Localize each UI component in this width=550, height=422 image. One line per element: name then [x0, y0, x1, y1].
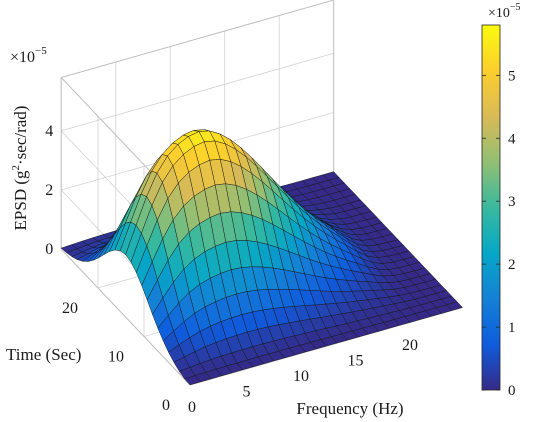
colorbar-tick-label: 0 — [508, 383, 516, 399]
z-axis-ticks: 0 2 4 — [45, 123, 53, 258]
z-axis-label: EPSD (g2·sec/rad) — [10, 106, 30, 231]
y-axis-label: Time (Sec) — [6, 345, 81, 364]
x-tick-label: 20 — [402, 337, 418, 354]
y-tick-label: 10 — [108, 349, 124, 366]
z-tick-label: 0 — [45, 241, 53, 258]
colorbar-tick-label: 2 — [508, 257, 516, 273]
colorbar-tick-label: 1 — [508, 320, 516, 336]
x-axis-ticks: 0 5 10 15 20 — [188, 337, 418, 416]
surface-patch — [184, 375, 201, 386]
colorbar-exponent: ×10−5 — [488, 2, 521, 21]
z-tick-label: 2 — [45, 182, 53, 199]
y-tick-label: 0 — [162, 397, 170, 414]
colorbar-tick-label: 4 — [508, 131, 516, 147]
y-axis-ticks: 0 10 20 — [62, 300, 170, 414]
colorbar-ticks: 0 1 2 3 4 5 — [482, 68, 516, 399]
z-axis-exponent: ×10−5 — [10, 45, 47, 66]
colorbar-gradient — [481, 24, 501, 391]
colorbar-tick-label: 3 — [508, 194, 516, 210]
z-tick-label: 4 — [45, 123, 53, 140]
surface-plot — [60, 129, 463, 386]
x-tick-label: 5 — [243, 384, 251, 401]
x-tick-label: 15 — [348, 353, 364, 370]
x-axis-label: Frequency (Hz) — [296, 399, 403, 418]
colorbar: 0 1 2 3 4 5 ×10−5 — [481, 2, 521, 399]
x-tick-label: 0 — [188, 399, 196, 416]
y-tick-label: 20 — [62, 300, 78, 317]
colorbar-tick-label: 5 — [508, 68, 516, 84]
x-tick-label: 10 — [293, 368, 309, 385]
